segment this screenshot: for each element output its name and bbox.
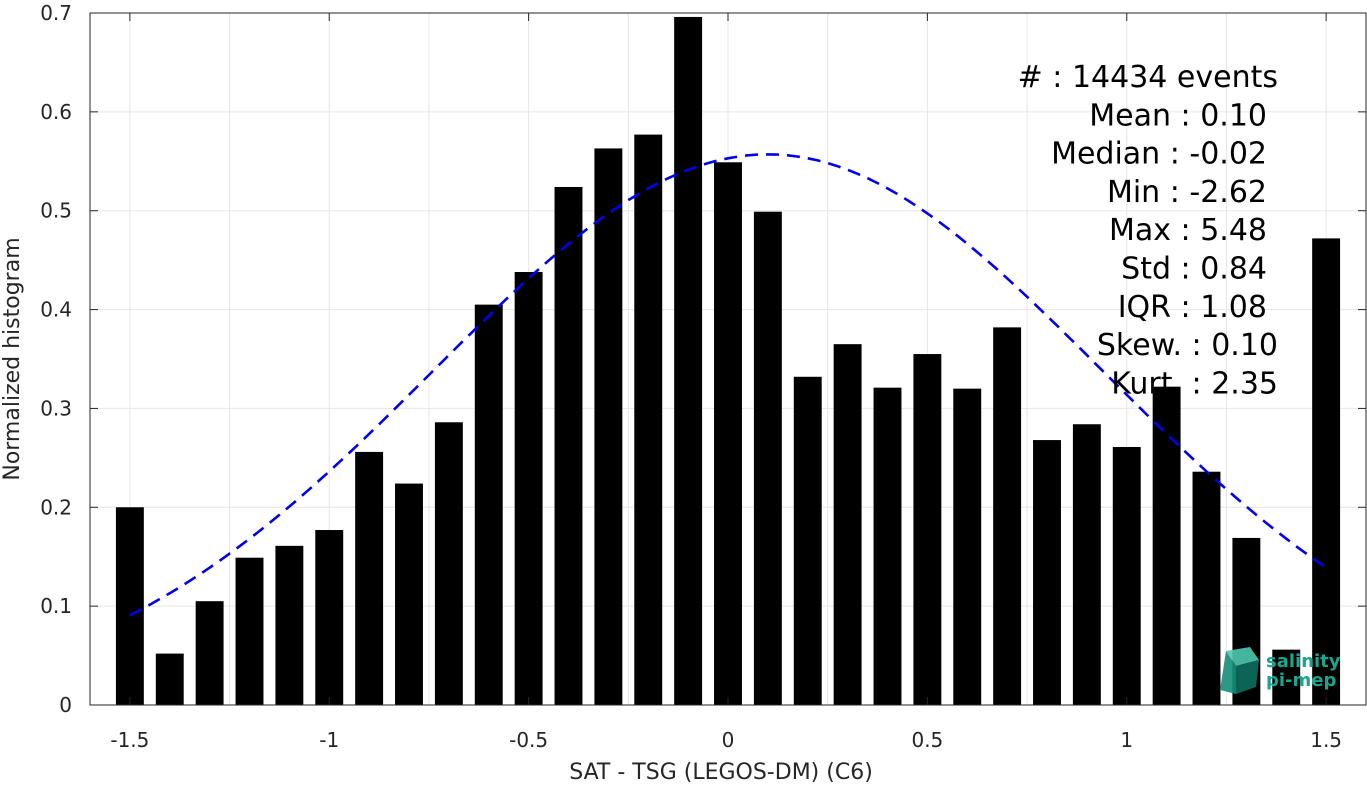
histogram-bar (355, 451, 384, 705)
histogram-bar (235, 557, 264, 705)
stats-line: Min : -2.62 (1107, 175, 1267, 210)
stats-line: Kurt. : 2.35 (1111, 366, 1278, 401)
histogram-bar (634, 134, 663, 705)
histogram-bar (554, 186, 583, 705)
x-axis-label: SAT - TSG (LEGOS-DM) (C6) (569, 760, 873, 785)
histogram-bar (674, 16, 703, 706)
histogram-bar (714, 162, 742, 705)
histogram-bar (993, 327, 1022, 705)
x-tick-label: 0.5 (911, 728, 943, 752)
y-tick-label: 0.3 (40, 396, 72, 420)
y-tick-label: 0.4 (40, 298, 72, 322)
y-tick-label: 0 (59, 693, 72, 717)
x-tick-label: -1 (319, 728, 339, 752)
histogram-bar (115, 507, 144, 705)
stats-line: Skew. : 0.10 (1097, 328, 1278, 363)
histogram-bar (1152, 386, 1181, 705)
histogram-bar (833, 344, 862, 705)
x-tick-label: -0.5 (509, 728, 548, 752)
y-axis-label: Normalized histogram (0, 237, 25, 480)
x-tick-label: -1.5 (110, 728, 149, 752)
stats-line: # : 14434 events (1018, 60, 1278, 95)
stats-line: Mean : 0.10 (1089, 98, 1267, 133)
histogram-bar (1272, 649, 1301, 705)
y-axis-ticks: 0 0.1 0.2 0.3 0.4 0.5 0.6 0.7 (40, 1, 1366, 717)
histogram-bars (115, 16, 1341, 706)
y-tick-label: 0.6 (40, 100, 72, 124)
histogram-bar (1072, 424, 1101, 705)
y-tick-label: 0.5 (40, 199, 72, 223)
histogram-bar (953, 388, 982, 705)
normal-fit-curve (129, 153, 1327, 617)
cube-icon (1220, 647, 1259, 694)
x-tick-label: 0 (722, 728, 735, 752)
histogram-bar (1312, 238, 1341, 705)
histogram-bar (793, 376, 822, 705)
histogram-bar (474, 304, 503, 705)
x-tick-label: 1 (1120, 728, 1133, 752)
y-tick-label: 0.1 (40, 594, 72, 618)
histogram-bar (434, 422, 463, 705)
histogram-bar (395, 483, 423, 705)
logo-line-1: salinity (1266, 651, 1341, 672)
histogram-bar (594, 148, 623, 706)
histogram-bar (1192, 471, 1221, 705)
histogram-bar (275, 545, 304, 705)
histogram-bar (1033, 440, 1061, 705)
x-tick-label: 1.5 (1310, 728, 1342, 752)
histogram-bar (1112, 446, 1141, 705)
histogram-bar (155, 653, 184, 705)
histogram-bar (873, 387, 902, 705)
salinity-pi-mep-logo: salinity pi-mep (1220, 647, 1341, 694)
histogram-bar (753, 211, 782, 705)
histogram-bar (195, 601, 224, 705)
logo-line-2: pi-mep (1266, 670, 1336, 691)
stats-line: Max : 5.48 (1109, 213, 1267, 248)
x-axis-ticks: -1.5 -1 -0.5 0 0.5 1 1.5 (110, 13, 1342, 752)
stats-line: IQR : 1.08 (1118, 290, 1267, 325)
histogram-bar (315, 530, 344, 705)
histogram-bar (514, 272, 543, 705)
stats-line: Median : -0.02 (1051, 137, 1267, 172)
y-tick-label: 0.2 (40, 495, 72, 519)
histogram-bar (913, 354, 942, 705)
y-tick-label: 0.7 (40, 1, 72, 25)
stats-line: Std : 0.84 (1121, 252, 1267, 287)
